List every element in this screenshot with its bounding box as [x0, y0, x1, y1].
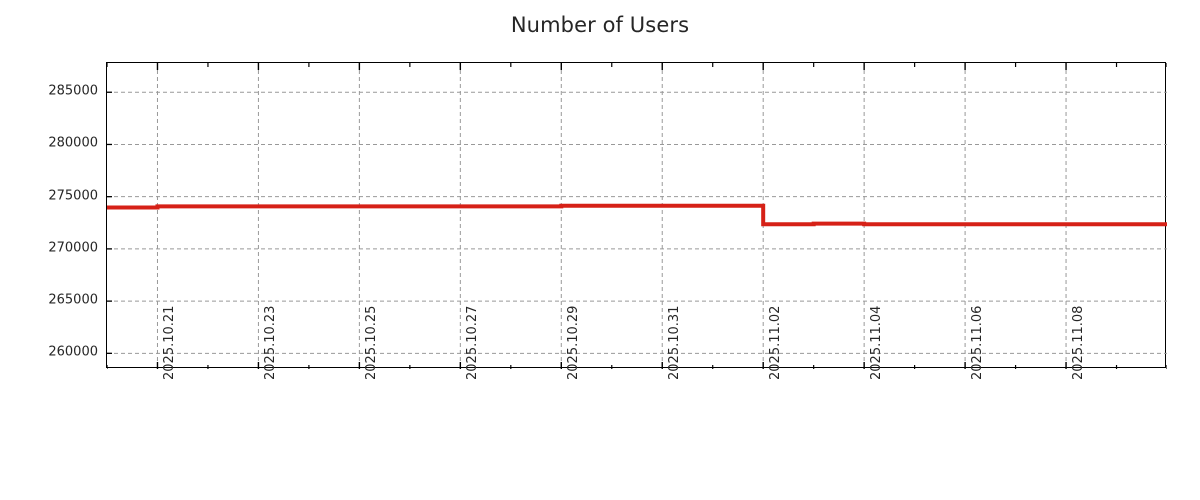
x-tick-label: 2025.11.08	[1071, 305, 1087, 380]
y-tick-label: 270000	[48, 240, 98, 256]
y-axis-tick-labels: 285000 280000 275000 270000 265000 260000	[0, 0, 98, 500]
x-tick-label: 2025.10.29	[566, 305, 582, 380]
x-tick-label: 2025.10.23	[263, 305, 279, 380]
chart-title: Number of Users	[510, 13, 690, 37]
x-tick-label: 2025.11.02	[768, 305, 784, 380]
y-tick-label: 285000	[48, 83, 98, 99]
x-tick-label: 2025.10.27	[465, 305, 481, 380]
line-number-of-users	[107, 203, 1167, 227]
x-tick-label: 2025.11.04	[869, 305, 885, 380]
y-tick-label: 265000	[48, 292, 98, 308]
grid-lines	[107, 63, 1167, 369]
x-tick-label: 2025.10.21	[162, 305, 178, 380]
x-tick-label: 2025.11.06	[970, 305, 986, 380]
axis-tick-marks	[107, 63, 1167, 369]
y-tick-label: 275000	[48, 188, 98, 204]
x-tick-label: 2025.10.25	[364, 305, 380, 380]
y-tick-label: 280000	[48, 135, 98, 151]
plot-svg	[107, 63, 1167, 369]
plot-area	[106, 62, 1167, 369]
y-tick-label: 260000	[48, 344, 98, 360]
data-series-line	[107, 203, 1167, 227]
x-tick-label: 2025.10.31	[667, 305, 683, 380]
